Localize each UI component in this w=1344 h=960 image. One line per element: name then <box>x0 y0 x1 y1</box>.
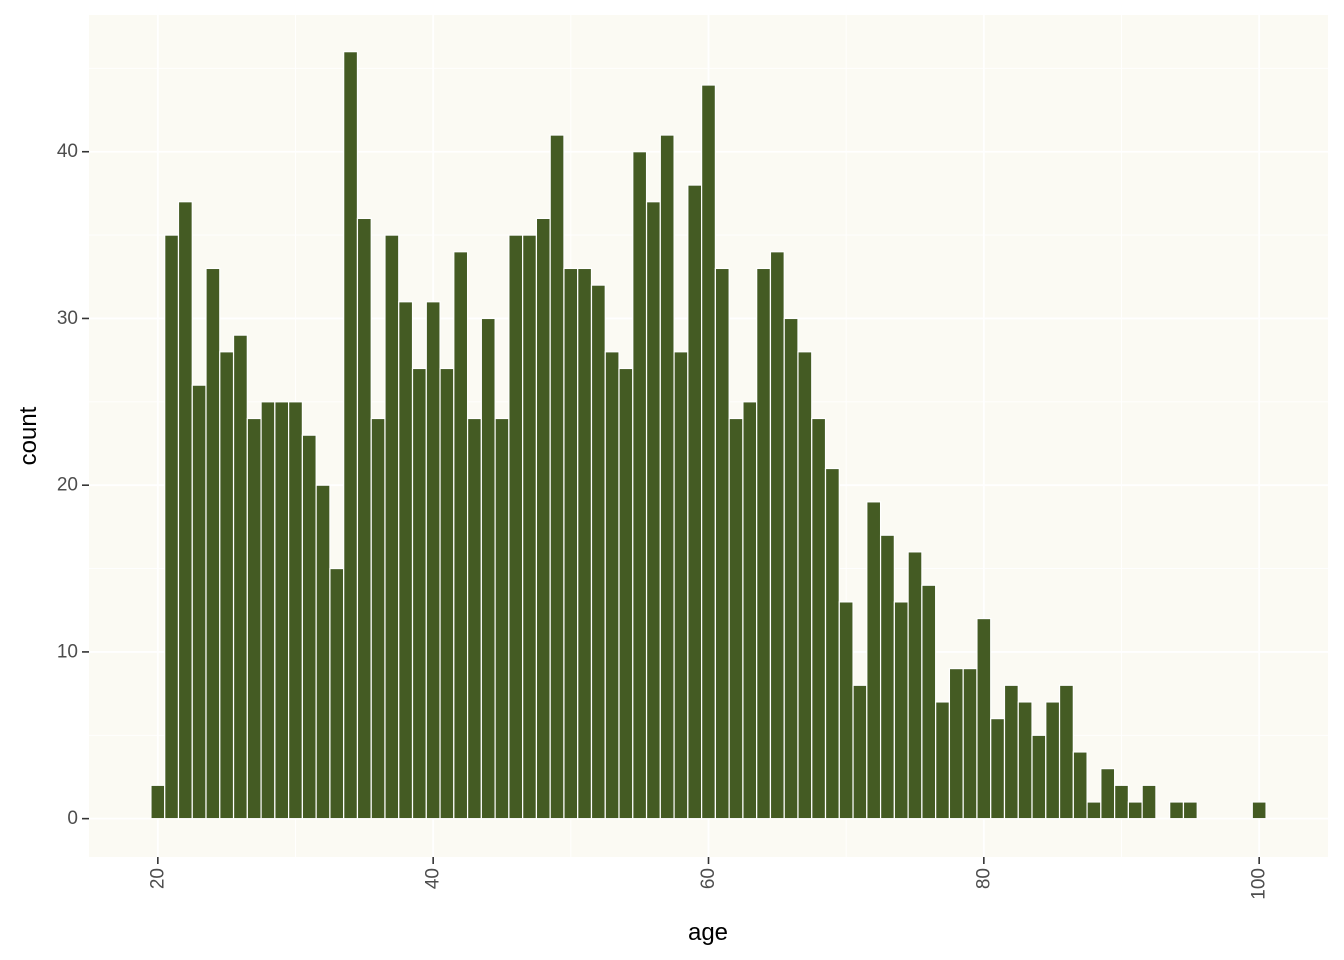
bar-age-47 <box>522 234 538 820</box>
bar-age-91 <box>1127 801 1143 820</box>
bar-age-21 <box>164 234 180 820</box>
bar-age-54 <box>618 367 634 820</box>
x-tick-label: 80 <box>973 868 994 889</box>
bar-age-66 <box>783 317 799 820</box>
bar-age-75 <box>907 551 923 820</box>
bar-age-20 <box>150 784 166 820</box>
bar-age-35 <box>356 217 372 820</box>
y-axis-title: count <box>15 406 42 465</box>
bar-age-80 <box>976 617 992 820</box>
y-tick-label: 0 <box>67 808 78 829</box>
bar-age-90 <box>1114 784 1129 820</box>
bar-age-48 <box>535 217 551 820</box>
bar-age-22 <box>177 201 193 820</box>
y-tick-label: 10 <box>57 641 78 662</box>
bar-age-45 <box>494 417 510 820</box>
bar-age-52 <box>590 284 606 820</box>
bar-age-39 <box>411 367 427 820</box>
bar-age-38 <box>398 301 414 820</box>
bar-age-40 <box>425 301 441 820</box>
bar-age-28 <box>260 401 276 820</box>
bar-age-26 <box>232 334 248 820</box>
bar-age-65 <box>769 251 785 820</box>
bar-age-41 <box>439 367 455 820</box>
x-tick-label: 60 <box>698 868 719 889</box>
bar-age-67 <box>797 351 813 820</box>
bar-age-74 <box>893 601 909 820</box>
bar-age-70 <box>838 601 854 820</box>
bar-age-32 <box>315 484 331 820</box>
bar-age-34 <box>343 51 359 820</box>
bar-age-72 <box>866 501 882 820</box>
bar-age-73 <box>879 534 895 820</box>
bar-age-50 <box>563 267 579 820</box>
y-tick-label: 20 <box>57 475 78 496</box>
bar-age-88 <box>1086 801 1102 820</box>
bar-age-27 <box>246 417 262 820</box>
bar-age-63 <box>742 401 758 820</box>
x-axis: 20 40 60 80 100 <box>147 857 1270 900</box>
bar-age-49 <box>549 134 565 820</box>
bar-age-85 <box>1045 701 1061 820</box>
bar-age-81 <box>990 718 1006 820</box>
bar-age-53 <box>604 351 620 820</box>
bar-age-30 <box>288 401 303 820</box>
bar-age-60 <box>701 84 716 820</box>
bar-age-46 <box>508 234 524 820</box>
bar-age-61 <box>714 267 730 820</box>
bar-age-36 <box>370 417 386 820</box>
bar-age-33 <box>329 567 345 820</box>
bar-age-37 <box>384 234 400 820</box>
bar-age-76 <box>921 584 937 820</box>
bar-age-24 <box>205 267 221 820</box>
bar-age-31 <box>301 434 317 820</box>
bar-age-94 <box>1169 801 1185 820</box>
bar-age-23 <box>191 384 207 820</box>
bar-age-100 <box>1251 801 1267 820</box>
bar-age-71 <box>852 684 868 820</box>
x-tick-label: 20 <box>147 868 168 889</box>
bar-age-57 <box>659 134 675 820</box>
y-tick-label: 30 <box>57 308 78 329</box>
bar-age-82 <box>1003 684 1019 820</box>
bar-age-58 <box>673 351 689 820</box>
bar-age-56 <box>645 201 661 820</box>
bar-age-59 <box>687 184 703 820</box>
bar-age-78 <box>948 667 964 820</box>
bar-age-95 <box>1182 801 1198 820</box>
bar-age-64 <box>756 267 772 820</box>
bar-age-43 <box>466 417 482 820</box>
bar-age-89 <box>1100 768 1116 820</box>
bar-age-55 <box>632 151 648 820</box>
bar-age-51 <box>577 267 593 820</box>
bar-age-42 <box>453 251 469 820</box>
y-tick-label: 40 <box>57 141 78 162</box>
bar-age-62 <box>728 417 744 820</box>
bar-age-25 <box>219 351 235 820</box>
bar-age-92 <box>1141 784 1157 820</box>
bar-age-68 <box>811 417 827 820</box>
bar-age-79 <box>962 667 978 820</box>
y-axis: 0 10 20 30 40 <box>57 141 89 829</box>
bars <box>150 51 1267 820</box>
bar-age-84 <box>1031 734 1047 820</box>
bar-age-44 <box>480 317 496 820</box>
bar-age-83 <box>1017 701 1033 820</box>
bar-age-29 <box>274 401 290 820</box>
bar-age-77 <box>935 701 951 820</box>
bar-age-86 <box>1058 684 1074 820</box>
x-axis-title: age <box>688 919 728 946</box>
x-tick-label: 100 <box>1249 868 1270 900</box>
bar-age-69 <box>824 467 840 820</box>
x-tick-label: 40 <box>423 868 444 889</box>
bar-age-87 <box>1072 751 1088 820</box>
